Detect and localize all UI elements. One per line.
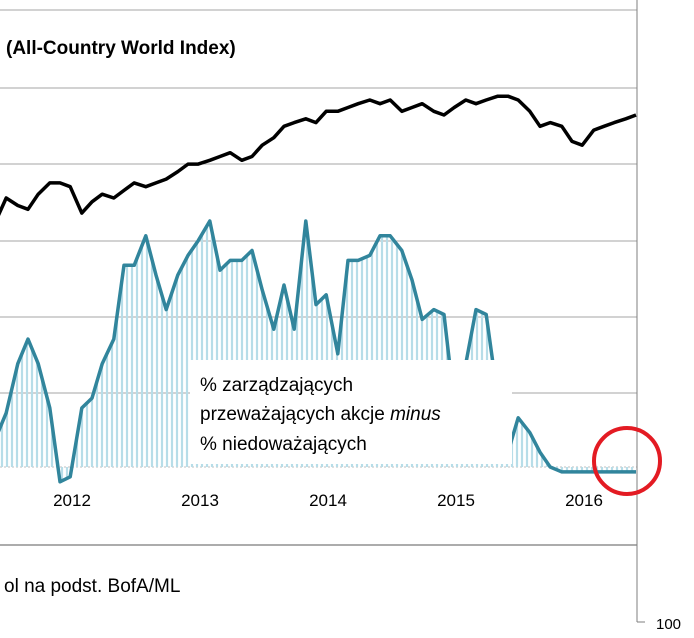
right-axis-tick-label: 100 — [656, 616, 681, 633]
annotation-line-3: % niedoważających — [200, 434, 367, 455]
series-label-acwi: (All-Country World Index) — [6, 38, 236, 59]
series-line-acwi — [0, 94, 637, 216]
annotation-line-2: przeważających akcje minus — [200, 404, 441, 425]
x-tick-label: 2012 — [53, 491, 91, 510]
annotation-box — [190, 360, 512, 464]
highlight-circle — [592, 426, 662, 496]
x-tick-labels: 2012 2013 2014 2015 2016 — [53, 491, 603, 510]
source-note: ol na podst. BofA/ML — [4, 576, 180, 597]
x-tick-label: 2013 — [181, 491, 219, 510]
x-tick-label: 2016 — [565, 491, 603, 510]
x-tick-label: 2015 — [437, 491, 475, 510]
annotation-line-1: % zarządzających — [200, 375, 353, 396]
x-tick-label: 2014 — [309, 491, 347, 510]
series-lines — [0, 94, 637, 484]
series-line-positioning — [0, 219, 636, 484]
